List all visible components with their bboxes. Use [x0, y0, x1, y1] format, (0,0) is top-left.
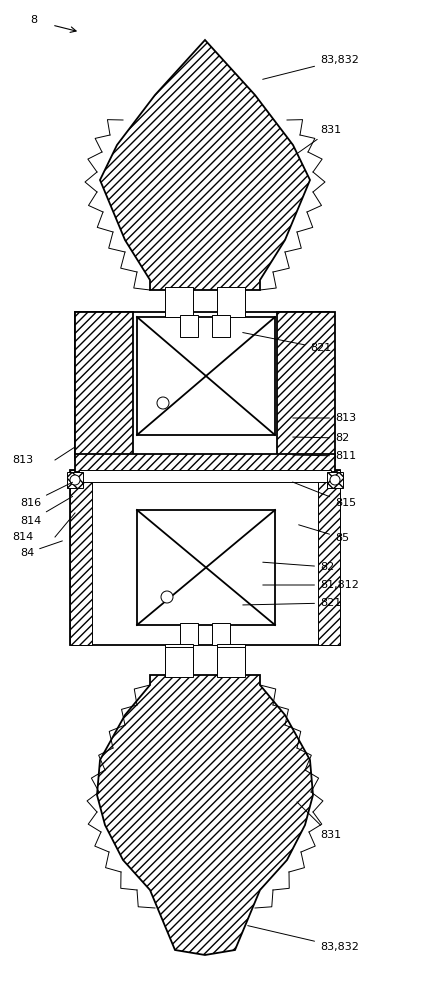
Text: 815: 815	[293, 482, 356, 508]
Bar	[75, 312, 133, 460]
Bar	[180, 623, 198, 645]
Circle shape	[157, 397, 169, 409]
Bar	[75, 312, 329, 460]
Circle shape	[161, 591, 173, 603]
Bar	[70, 470, 92, 645]
Bar	[137, 317, 275, 435]
Text: 82: 82	[293, 433, 349, 443]
Bar	[318, 470, 340, 645]
Bar	[67, 472, 83, 488]
Circle shape	[70, 475, 80, 485]
Bar	[79, 470, 331, 482]
Text: 84: 84	[20, 541, 62, 558]
Bar	[277, 312, 335, 460]
Bar	[75, 454, 335, 472]
Bar	[217, 644, 245, 672]
Bar	[165, 647, 193, 677]
Text: 821: 821	[243, 598, 341, 608]
Bar	[137, 510, 275, 625]
Bar	[165, 287, 193, 317]
Text: 816: 816	[20, 482, 73, 508]
Bar	[327, 472, 343, 488]
Text: 8: 8	[30, 15, 37, 25]
Text: 81,812: 81,812	[263, 580, 359, 590]
Text: 831: 831	[297, 802, 341, 840]
Text: 813: 813	[12, 455, 33, 465]
Text: 831: 831	[297, 125, 341, 153]
Text: 814: 814	[20, 496, 73, 526]
Text: 82: 82	[263, 562, 334, 572]
Circle shape	[330, 475, 340, 485]
Bar	[180, 315, 198, 337]
Text: 83,832: 83,832	[263, 55, 359, 79]
Text: 821: 821	[243, 333, 331, 353]
Text: 813: 813	[293, 413, 356, 423]
Text: 85: 85	[299, 525, 349, 543]
Bar	[70, 470, 340, 645]
Bar	[165, 644, 193, 672]
Bar	[217, 647, 245, 677]
Bar	[212, 315, 230, 337]
Bar	[212, 623, 230, 645]
Text: 814: 814	[12, 532, 33, 542]
Text: 811: 811	[293, 451, 356, 461]
Polygon shape	[97, 675, 313, 955]
Polygon shape	[100, 40, 310, 290]
Text: 83,832: 83,832	[248, 926, 359, 952]
Bar	[217, 287, 245, 317]
